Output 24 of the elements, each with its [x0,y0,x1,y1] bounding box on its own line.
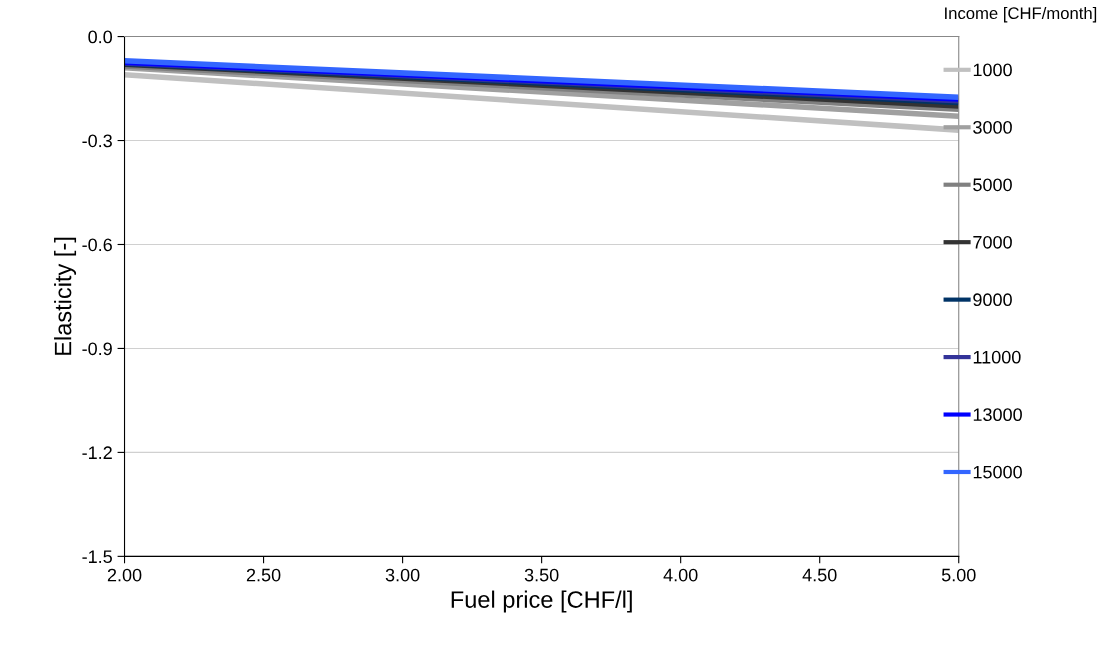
y-axis-title: Elasticity [-] [54,237,77,355]
y-tick-label: -1.5 [82,550,112,564]
y-tick-label: -1.2 [82,446,112,459]
legend-label: 7000 [973,235,1012,249]
y-tick-label: -0.9 [82,342,112,356]
x-tick-label: 2.50 [246,568,281,582]
legend-label: 1000 [973,63,1012,77]
y-tick-label: -0.3 [82,134,112,148]
legend-label: 3000 [973,120,1012,134]
x-tick-label: 2.00 [107,568,142,582]
legend-label: 15000 [973,465,1022,479]
x-tick-label: 5.00 [941,568,976,582]
x-axis-title: Fuel price [CHF/l] [451,590,632,613]
legend-label: 13000 [973,408,1022,422]
legend-label: 11000 [973,350,1021,364]
x-tick-label: 4.00 [663,568,698,582]
x-tick-label: 4.50 [802,568,837,582]
legend-label: 5000 [973,178,1012,192]
legend-title: Income [CHF/month] [945,6,1097,23]
legend-label: 9000 [973,293,1012,307]
y-tick-label: 0.0 [88,30,113,44]
y-tick-label: -0.6 [82,238,112,252]
x-tick-label: 3.50 [524,568,559,582]
x-tick-label: 3.00 [385,568,420,582]
